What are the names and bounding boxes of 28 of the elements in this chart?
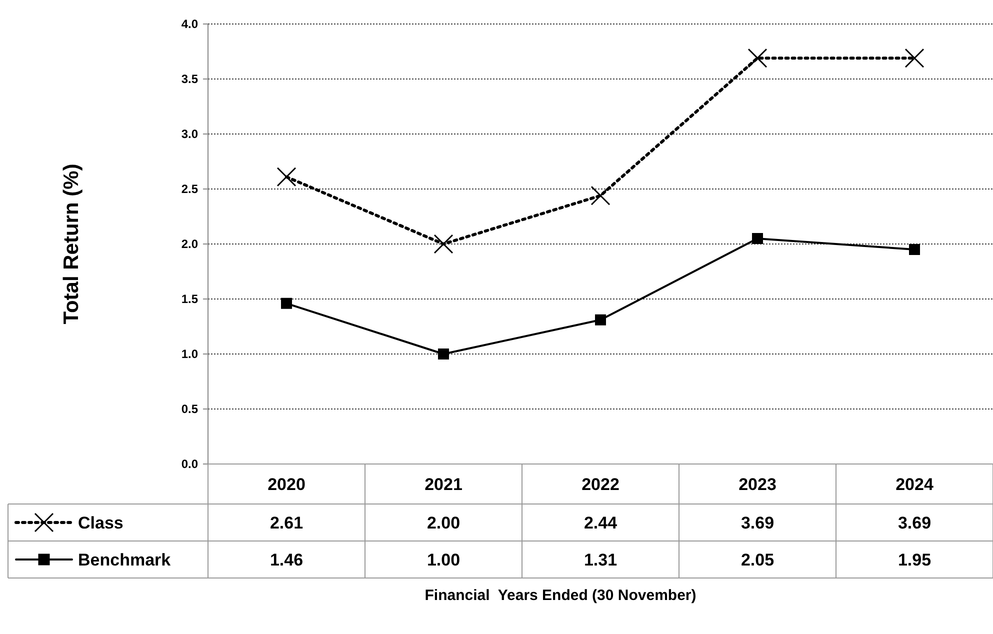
legend-label: Benchmark: [78, 550, 172, 570]
y-tick-label: 4.0: [181, 17, 198, 32]
x-tick-label: 2023: [738, 474, 776, 494]
y-tick-label: 3.5: [181, 72, 198, 86]
y-tick-label: 1.5: [181, 292, 198, 306]
y-tick-label: 1.0: [181, 347, 198, 362]
text: Financial Years Ended (30 November): [424, 587, 696, 604]
data-label: 1.00: [426, 550, 460, 570]
y-tick-label: 2.0: [181, 237, 198, 252]
data-label: 2.44: [584, 513, 618, 532]
legend-label: Class: [78, 513, 124, 532]
y-tick-label: 3.0: [181, 127, 198, 142]
data-label: 2.61: [270, 513, 304, 532]
data-label: 1.95: [898, 550, 932, 570]
x-tick-label: 2024: [896, 474, 934, 494]
x-tick-label: 2021: [424, 474, 462, 494]
y-axis-title: Total Return (%): [60, 164, 83, 324]
y-tick-label: 0.0: [181, 457, 198, 472]
data-label: 3.69: [740, 513, 774, 532]
x-tick-label: 2022: [582, 474, 620, 494]
data-label: 1.46: [270, 550, 304, 570]
data-label: 1.31: [584, 550, 618, 570]
x-tick-label: 2020: [268, 474, 306, 494]
y-tick-label: 2.5: [181, 182, 198, 196]
data-label: 2.00: [426, 513, 460, 532]
data-label: 3.69: [898, 513, 932, 532]
data-label: 2.05: [740, 550, 774, 570]
y-tick-label: 0.5: [181, 402, 198, 416]
